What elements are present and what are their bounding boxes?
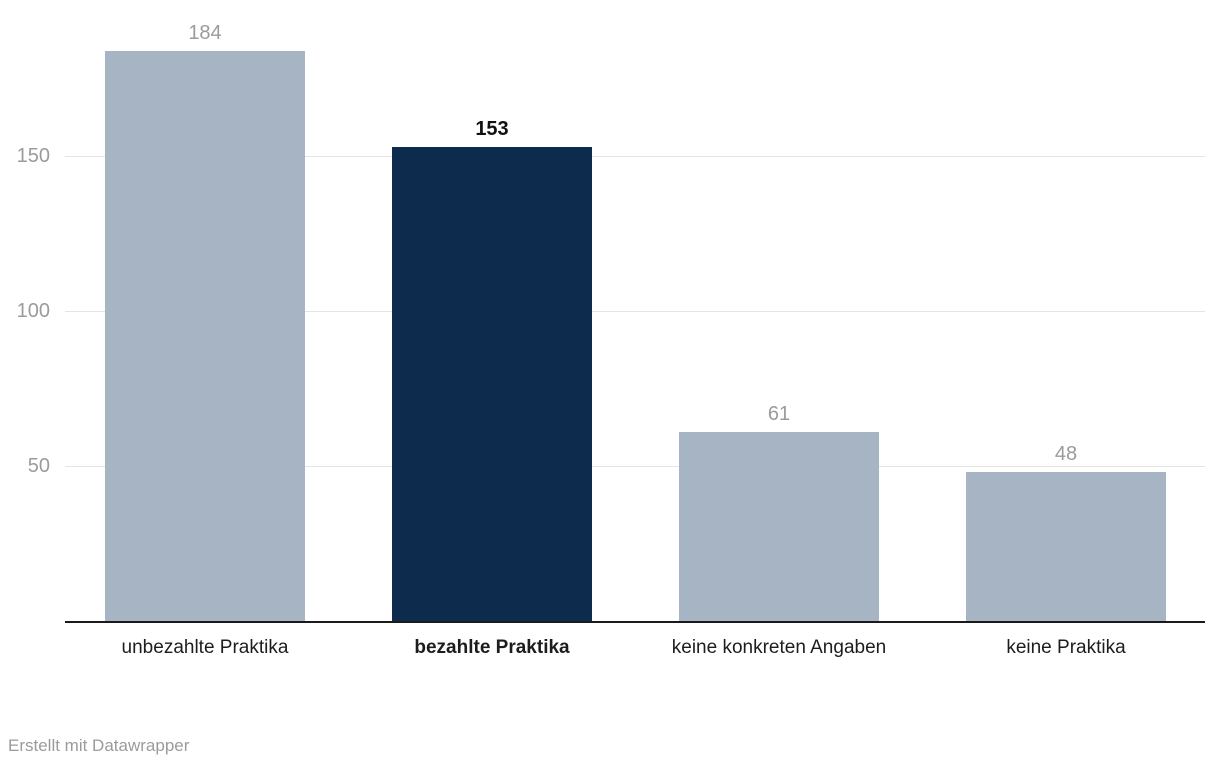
gridline — [65, 311, 1205, 312]
x-axis-baseline — [65, 621, 1205, 623]
bar-value-label: 48 — [1054, 443, 1078, 465]
bar-default — [966, 472, 1166, 621]
gridline — [65, 156, 1205, 157]
category-label: unbezahlte Praktika — [121, 637, 289, 658]
y-axis-tick-label: 100 — [16, 300, 50, 322]
bar-default — [679, 432, 879, 621]
chart-attribution: Erstellt mit Datawrapper — [8, 736, 190, 755]
category-label: keine Praktika — [1006, 637, 1126, 658]
bar-default — [105, 51, 305, 621]
bar-highlighted — [392, 147, 592, 621]
y-axis-tick-label: 50 — [27, 455, 50, 477]
category-label: keine konkreten Angaben — [671, 637, 887, 658]
bar-value-label: 61 — [767, 403, 791, 425]
gridline — [65, 466, 1205, 467]
bar-value-label: 184 — [188, 22, 222, 44]
category-label: bezahlte Praktika — [414, 637, 570, 658]
y-axis-tick-label: 150 — [16, 145, 50, 167]
bar-value-label: 153 — [475, 118, 509, 140]
